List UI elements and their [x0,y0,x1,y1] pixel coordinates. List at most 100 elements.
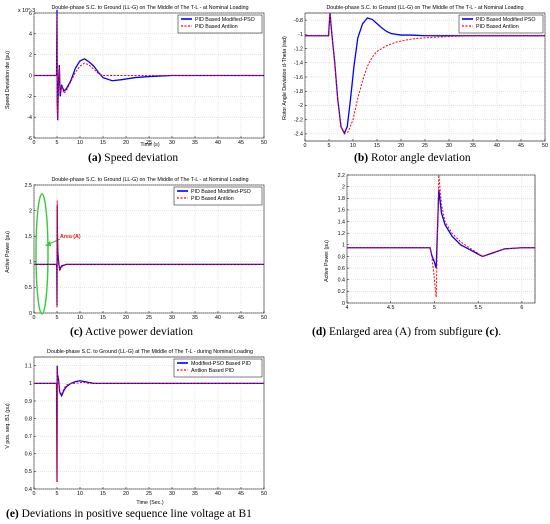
x-tick-label: 0 [33,315,36,321]
caption-c-letter: (c) [70,326,83,338]
x-tick-label: 30 [446,143,452,149]
x-tick-label: 35 [470,143,476,149]
x-tick-label: 10 [77,315,83,321]
x-tick-label: 50 [261,140,267,146]
series-line-antlion [34,367,264,482]
x-tick-label: 15 [100,491,106,497]
y-tick-label: 1.6 [338,208,345,214]
chart-speed-deviation: Double-phase S.C. to Ground (LL-G) on Th… [5,5,267,148]
y-tick-label: 0.9 [25,399,32,405]
y-tick-label: 1.8 [338,196,345,202]
x-axis-label: Time (Sec.) [136,500,163,506]
caption-d-ref: (c) [485,326,499,338]
caption-b-letter: (b) [354,152,369,164]
y-tick-label: 0 [29,311,32,317]
x-tick-label: 10 [350,143,356,149]
y-tick-label: 4 [29,32,32,38]
x-tick-label: 4 [346,305,349,311]
x-tick-label: 35 [192,491,198,497]
x-tick-label: 35 [192,315,198,321]
x-tick-label: 5 [56,140,59,146]
y-tick-label: 6 [29,11,32,17]
x-tick-label: 40 [215,140,221,146]
chart-title: Double-phase S.C. to Ground (LL-G) at Th… [47,349,253,355]
series-line-antlion [305,12,545,135]
y-tick-label: -4 [27,115,32,121]
x-tick-label: 15 [374,143,380,149]
y-tick-label: 0 [29,73,32,79]
gridlines [346,174,535,304]
area-a-highlight [35,193,49,315]
y-tick-label: 1.1 [25,364,32,370]
y-tick-label: -1.8 [294,89,303,95]
caption-d-letter: (d) [312,326,327,338]
y-tick-label: 1 [342,243,345,249]
x-tick-label: 45 [518,143,524,149]
y-tick-label: 1.2 [338,231,345,237]
y-tick-label: -6 [27,136,32,142]
caption-c-text: Active power deviation [85,326,193,338]
y-tick-label: 0.4 [25,487,32,493]
area-a-label: Area (A) [60,234,81,240]
y-tick-label: 2 [342,184,345,190]
legend-entry: PID Based Modified-PSO [191,189,251,195]
chart-enlarged-area-a: Active Power (pu) 4 4.5 5 5.5 6 0 0.2 0.4 0.6 0.8… [324,173,536,311]
y-tick-label: -1.4 [294,61,303,67]
y-axis-label: Speed Deviation dw (pu) [5,51,11,109]
chart-positive-sequence-voltage: Double-phase S.C. to Ground (LL-G) at Th… [5,349,267,506]
caption-a: (a) Speed deviation [88,152,178,164]
caption-d-tail: . [498,326,502,338]
legend-entry: PID Based Antlion [195,24,238,30]
y-tick-label: 2 [29,208,32,214]
x-tick-label: 5 [56,491,59,497]
y-tick-label: -1.6 [294,75,303,81]
x-tick-label: 50 [261,315,267,321]
legend-entry: Modified-PSO Based PID [191,361,251,367]
x-tick-label: 4.5 [387,305,394,311]
y-tick-label: 0.8 [338,254,345,260]
y-tick-label: 0.7 [25,434,32,440]
x-tick-label: 5 [433,305,436,311]
x-tick-label: 45 [238,140,244,146]
x-tick-label: 5 [56,315,59,321]
y-tick-label: -1 [298,32,303,38]
y-tick-label: 0.6 [338,266,345,272]
y-tick-label: 0.4 [338,278,345,284]
caption-e-letter: (e) [6,508,19,520]
x-tick-label: 0 [33,140,36,146]
y-tick-label: -2.4 [294,132,303,138]
x-tick-label: 0 [33,491,36,497]
chart-active-power-deviation: Double-phase S.C. to Ground (LL-G) on Th… [5,177,267,321]
x-tick-label: 30 [169,315,175,321]
y-tick-label: 1.4 [338,219,345,225]
y-tick-label: 0 [342,301,345,307]
y-tick-label: 2.2 [338,173,345,179]
x-tick-label: 25 [146,140,152,146]
x-tick-label: 20 [123,491,129,497]
caption-d: (d) Enlarged area (A) from subfigure (c)… [312,326,501,338]
y-tick-label: 0.2 [338,289,345,295]
y-tick-label: 2.5 [25,183,32,189]
y-tick-label: -2.2 [294,117,303,123]
y-exponent-label: x 10^-3 [18,8,35,14]
x-tick-label: 0 [304,143,307,149]
legend-entry: PID Based Antlion [191,196,234,202]
y-tick-label: 1 [29,260,32,266]
x-tick-label: 40 [215,315,221,321]
caption-a-letter: (a) [88,152,102,164]
legend-entry: PID Based Antlion [476,24,519,30]
x-tick-label: 45 [238,491,244,497]
caption-e: (e) Deviations in positive sequence line… [6,508,252,520]
x-tick-label: 15 [100,315,106,321]
x-tick-label: 25 [146,315,152,321]
chart-title: Double-phase S.C. to Ground (LL-G) on Th… [51,5,248,11]
legend-entry: PID Based Modified PSO [476,17,535,23]
x-tick-label: 45 [238,315,244,321]
caption-b-text: Rotor angle deviation [370,152,471,164]
y-tick-label: -1.2 [294,46,303,52]
x-tick-label: 25 [422,143,428,149]
series-line-antlion [347,174,535,298]
